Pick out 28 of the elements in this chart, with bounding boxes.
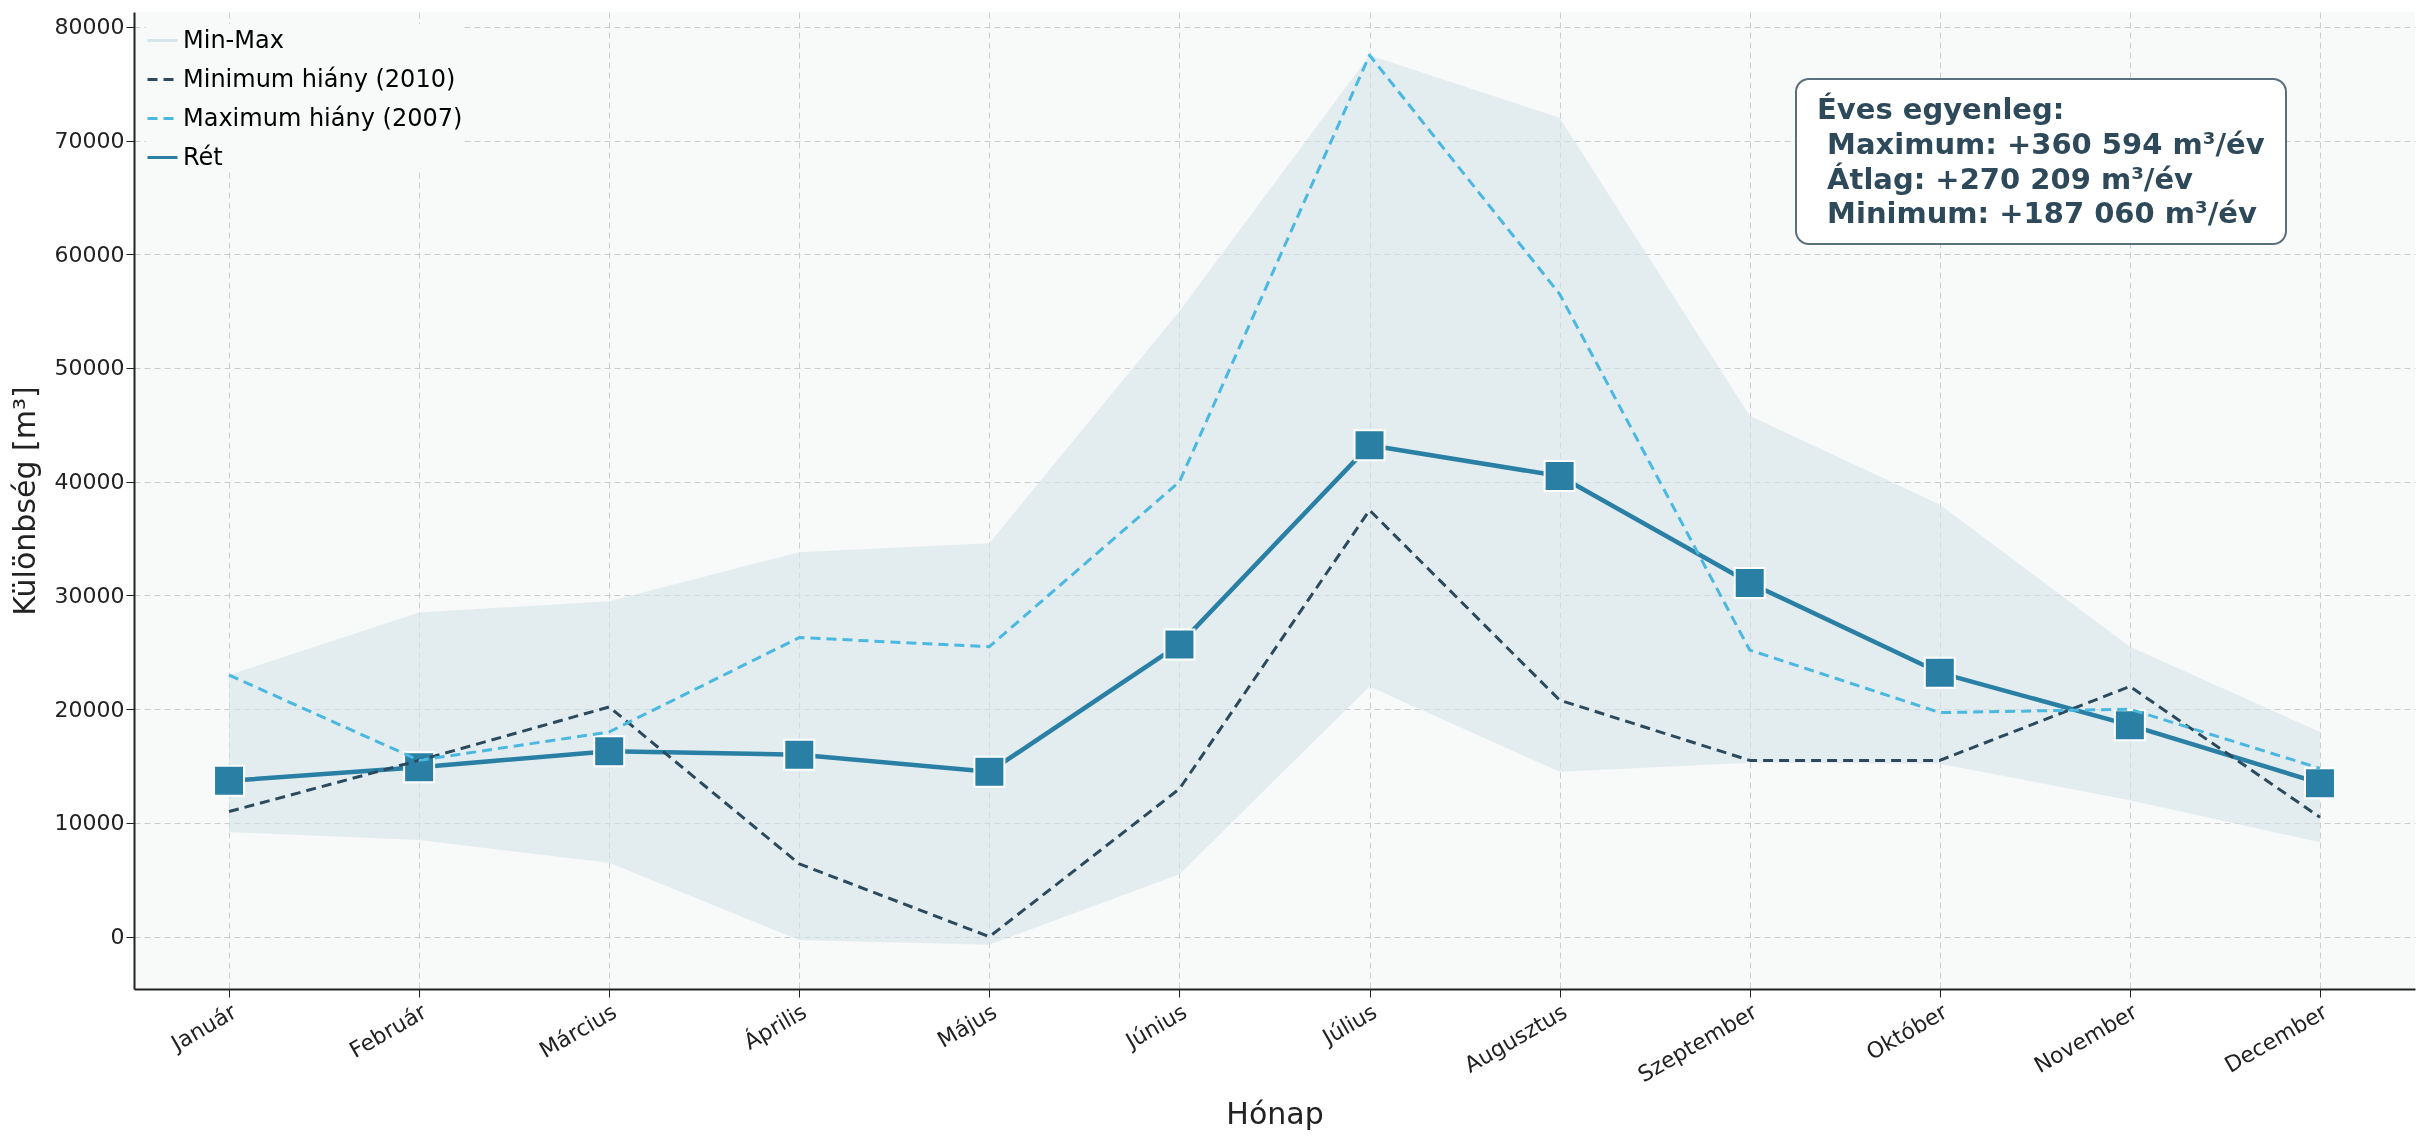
y-axis-title: Különbség [m³] <box>6 386 42 616</box>
y-tick-label: 40000 <box>54 469 125 495</box>
line-series <box>227 508 2322 939</box>
y-tick-label: 80000 <box>54 14 125 40</box>
point <box>2113 709 2146 742</box>
point <box>1733 566 1766 599</box>
y-tick-label: 20000 <box>54 696 125 722</box>
legend-label: Maximum hiány (2007) <box>183 103 463 132</box>
legend-label: Minimum hiány (2010) <box>183 64 456 93</box>
y-tick-label: 10000 <box>54 810 125 836</box>
point <box>2303 767 2336 800</box>
point <box>593 735 626 768</box>
legend-label: Min-Max <box>183 25 284 54</box>
y-tick-label: 30000 <box>54 582 125 608</box>
y-tick-label: 70000 <box>54 128 125 154</box>
point <box>1543 460 1576 493</box>
legend-label: Rét <box>183 142 223 171</box>
x-axis-title: Hónap <box>1226 1096 1324 1132</box>
y-tick-label: 0 <box>110 924 125 950</box>
annotation: Éves egyenleg: Maximum: +360 594 m³/év Átlag: +270 209 m³/év Minimum: +187 060 m³/év <box>1795 78 2287 246</box>
point <box>783 738 816 771</box>
point <box>1163 628 1196 661</box>
point <box>213 764 246 797</box>
point <box>1353 429 1386 462</box>
point <box>1923 656 1956 689</box>
y-tick-label: 60000 <box>54 241 125 267</box>
point <box>973 755 1006 788</box>
y-tick-label: 50000 <box>54 355 125 381</box>
